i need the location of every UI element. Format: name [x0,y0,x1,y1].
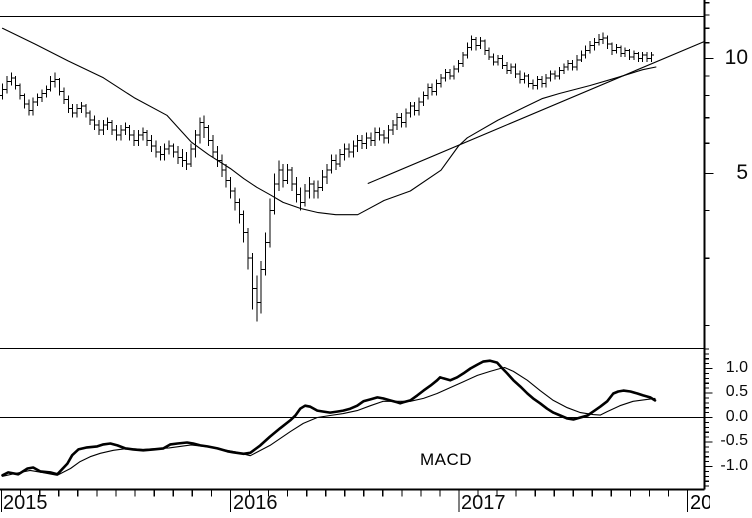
macd-axis-label-1.0: 1.0 [725,359,748,376]
macd-line [1,359,657,477]
price-axis-ticks [704,2,714,327]
macd-panel-title: MACD [420,450,473,469]
x-axis-label-2018-clipped: 20 [690,493,710,514]
x-axis-label-2016: 2016 [233,492,278,514]
macd-axis-label-0.5: 0.5 [725,383,748,400]
price-bars [0,32,654,322]
x-axis-label-2017: 2017 [461,492,506,514]
macd-axis-label--0.5: -0.5 [720,432,748,449]
price-axis-label-5: 5 [736,161,748,184]
macd-axis-label-0.0: 0.0 [725,408,748,425]
axes-and-borders [0,0,706,491]
x-axis-label-2015: 2015 [3,492,48,514]
trendline [367,41,705,184]
macd-axis-ticks [704,348,713,487]
macd-axis-label--1.0: -1.0 [720,457,748,474]
price-axis-label-10: 10 [724,46,748,69]
moving-average-line [1,27,657,216]
macd-signal-line [1,366,656,477]
x-axis-ticks [0,489,689,512]
